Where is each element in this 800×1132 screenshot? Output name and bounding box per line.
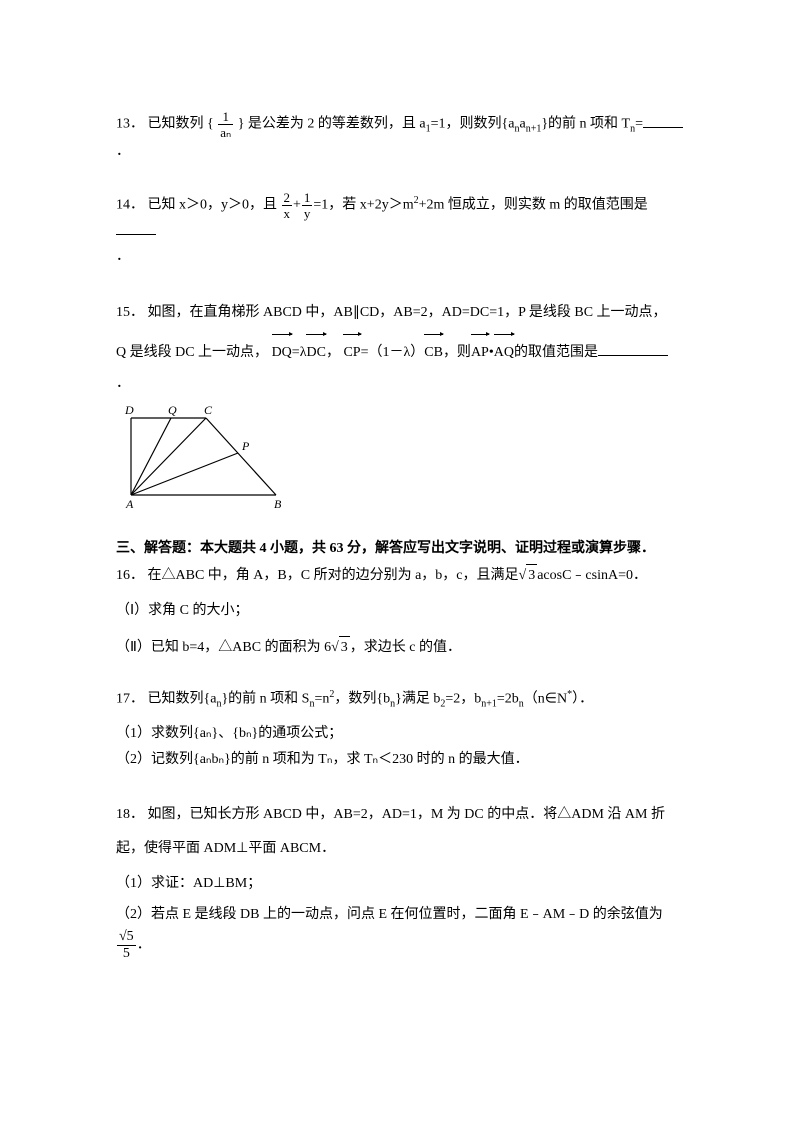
q14-pre: 已知 x＞0，y＞0，且: [148, 198, 278, 213]
q17-part1: （1）求数列{aₙ}、{bₙ}的通项公式；: [116, 723, 684, 745]
q15-number: 15．: [116, 305, 144, 320]
q14-period: ．: [116, 246, 684, 268]
q13-frac-den: aₙ: [218, 124, 233, 139]
q18-number: 18．: [116, 807, 144, 822]
vec-cb: CB: [424, 334, 443, 370]
sqrt3-icon: 3: [519, 564, 538, 587]
svg-text:B: B: [274, 497, 282, 510]
question-17: 17． 已知数列{an}的前 n 项和 Sn=n2，数列{bn}满足 b2=2，…: [116, 687, 684, 771]
q13-fraction: 1 aₙ: [218, 110, 233, 139]
q14-blank: [116, 220, 156, 235]
vec-cp: CP: [343, 334, 360, 370]
q13-period: ．: [116, 141, 684, 163]
svg-text:C: C: [204, 403, 213, 417]
vec-ap: AP: [471, 334, 489, 370]
vec-aq: AQ: [494, 334, 514, 370]
q14-frac1: 2 x: [282, 191, 293, 220]
question-15: 15． 如图，在直角梯形 ABCD 中，AB∥CD，AB=2，AD=DC=1，P…: [116, 296, 684, 510]
q18-fraction: √5 5: [117, 930, 136, 961]
q13-number: 13．: [116, 117, 144, 132]
q17-part2: （2）记数列{aₙbₙ}的前 n 项和为 Tₙ，求 Tₙ＜230 时的 n 的最…: [116, 749, 684, 771]
q14-frac2: 1 y: [302, 191, 313, 220]
svg-text:D: D: [124, 403, 134, 417]
question-14: 14． 已知 x＞0，y＞0，且 2 x + 1 y =1，若 x+2y＞m2+…: [116, 191, 684, 268]
q13-text-1: } 是公差为 2 的等差数列，且 a: [238, 117, 426, 132]
q13-blank: [643, 113, 683, 128]
q15-period: ．: [116, 373, 684, 395]
q16-number: 16．: [116, 568, 144, 583]
q13-frac-num: 1: [218, 110, 233, 124]
q15-line1: 如图，在直角梯形 ABCD 中，AB∥CD，AB=2，AD=DC=1，P 是线段…: [148, 305, 667, 320]
question-18: 18． 如图，已知长方形 ABCD 中，AB=2，AD=1，M 为 DC 的中点…: [116, 800, 684, 961]
svg-text:P: P: [241, 439, 250, 453]
svg-text:A: A: [125, 497, 134, 510]
q16-part1: （Ⅰ）求角 C 的大小；: [116, 600, 684, 622]
section-3-title: 三、解答题：本大题共 4 小题，共 63 分，解答应写出文字说明、证明过程或演算…: [116, 538, 684, 560]
question-13: 13． 已知数列 { 1 aₙ } 是公差为 2 的等差数列，且 a1=1，则数…: [116, 110, 684, 163]
svg-text:Q: Q: [168, 403, 177, 417]
q17-number: 17．: [116, 692, 144, 707]
q14-number: 14．: [116, 198, 144, 213]
sqrt3b-icon: 3: [331, 636, 350, 659]
q15-diagram: D Q C P A B: [116, 400, 286, 510]
vec-dq: DQ: [272, 334, 292, 370]
question-16: 16． 在△ABC 中，角 A，B，C 所对的边分别为 a，b，c，且满足3ac…: [116, 564, 684, 659]
vec-dc: DC: [306, 334, 325, 370]
q13-text-pre: 已知数列 {: [148, 117, 214, 132]
q18-part1: （1）求证：AD⊥BM；: [116, 873, 684, 895]
q15-blank: [598, 341, 668, 356]
